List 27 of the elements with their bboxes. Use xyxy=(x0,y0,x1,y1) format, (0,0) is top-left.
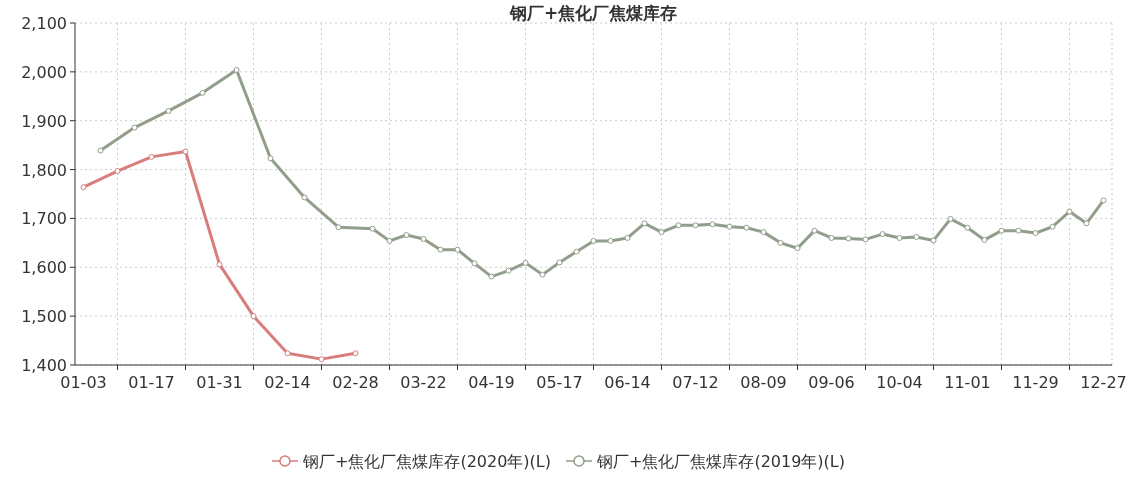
x-tick-label: 10-04 xyxy=(876,373,923,392)
x-tick-label: 11-01 xyxy=(944,373,991,392)
x-tick-label: 11-29 xyxy=(1012,373,1059,392)
x-tick-label: 01-17 xyxy=(128,373,175,392)
y-tick-label: 1,800 xyxy=(21,160,67,180)
chart-title: 钢厂+焦化厂焦煤库存 xyxy=(508,3,678,23)
legend-label: 钢厂+焦化厂焦煤库存(2019年)(L) xyxy=(596,452,846,471)
y-tick-label: 1,400 xyxy=(21,356,67,375)
y-tick-label: 2,100 xyxy=(21,14,67,33)
x-tick-label: 05-17 xyxy=(536,373,583,392)
x-tick-label: 12-27 xyxy=(1080,373,1127,392)
x-tick-label: 09-06 xyxy=(808,373,855,392)
x-tick-label: 07-12 xyxy=(672,373,719,392)
y-tick-label: 1,700 xyxy=(21,209,67,229)
x-tick-label: 01-03 xyxy=(60,373,107,392)
y-tick-label: 1,500 xyxy=(21,307,67,327)
x-tick-label: 06-14 xyxy=(604,373,651,392)
x-tick-label: 02-14 xyxy=(264,373,311,392)
x-tick-label: 08-09 xyxy=(740,373,787,392)
y-tick-label: 1,600 xyxy=(21,258,67,278)
x-tick-label: 01-31 xyxy=(196,373,243,392)
x-tick-label: 02-28 xyxy=(332,373,379,392)
y-tick-label: 1,900 xyxy=(21,111,67,131)
y-tick-label: 2,000 xyxy=(21,62,67,82)
x-tick-label: 04-19 xyxy=(468,373,515,392)
legend-label: 钢厂+焦化厂焦煤库存(2020年)(L) xyxy=(301,452,551,471)
x-tick-label: 03-22 xyxy=(400,373,447,392)
